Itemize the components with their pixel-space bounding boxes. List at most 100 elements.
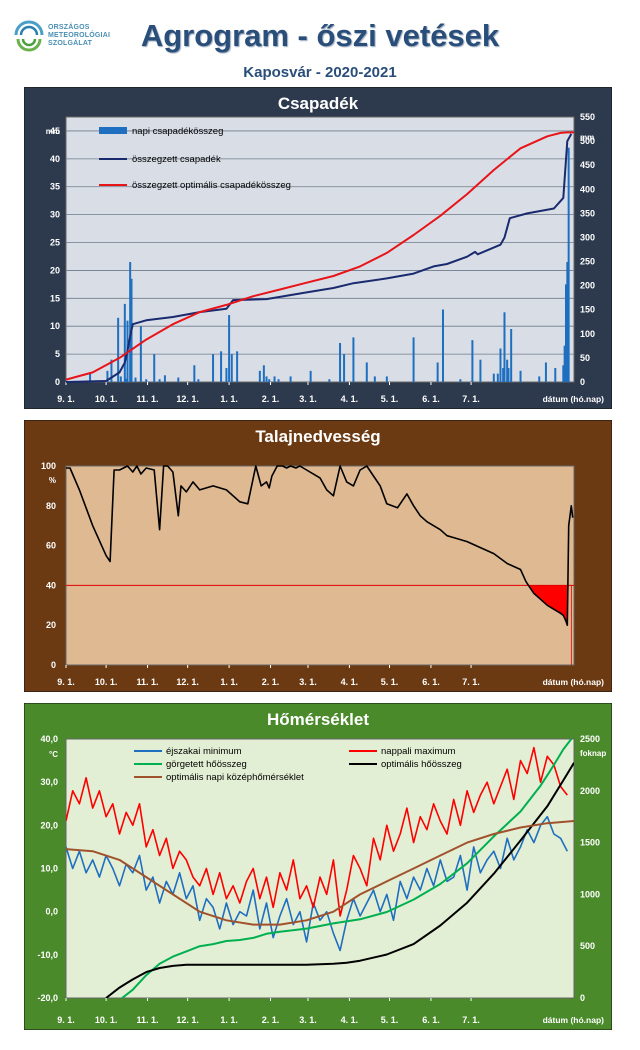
x-tick-label: 10. 1. [95,677,118,687]
x-tick-label: 4. 1. [341,394,359,404]
soil-moisture-panel: Talajnedvesség 9. 1. 10. 1. 11. 1. 12. 1. 1. … [24,420,612,692]
x-tick-label: 7. 1. [462,394,480,404]
precip-bar [177,377,180,382]
precip-bar [123,303,126,382]
precip-bar [352,337,355,382]
plot-area [65,465,575,666]
x-tick-label: 5. 1. [381,1015,399,1025]
legend-label: nappali maximum [381,746,456,757]
precip-bar [89,373,92,382]
cumulative-precip-line [65,133,573,383]
precip-bar [119,376,122,382]
precip-bar [506,359,509,382]
x-tick-label: 1. 1. [220,677,238,687]
precip-bar [343,354,346,382]
precip-bar [273,376,276,382]
precip-bar [459,379,462,382]
precip-bar [502,368,505,382]
optimal-mean-temp-line [66,820,574,926]
precip-bar [503,312,506,382]
precip-bar [268,379,271,382]
chart-title: Csapadék [278,94,359,113]
y-tick-label: 10 [50,321,60,331]
precip-bar [564,284,567,382]
y2-tick-label: 50 [580,353,590,363]
y-tick-label: 0,0 [45,907,58,917]
y2-tick-label: 2000 [580,786,600,796]
precip-bar [436,362,439,382]
x-tick-label: 5. 1. [381,394,399,404]
legend-label: éjszakai minimum [166,746,242,757]
x-tick-label: 9. 1. [57,394,75,404]
precip-bar [225,368,228,382]
precip-bar [220,351,223,382]
precip-bar [258,370,261,382]
y-tick-label: 100 [41,461,56,471]
precip-bar [554,368,557,382]
precip-bar [339,342,342,382]
y2-tick-label: 150 [580,305,595,315]
y-tick-label: 40 [50,154,60,164]
precip-bar [139,326,142,382]
y2-tick-label: 200 [580,281,595,291]
precip-bar [365,362,368,382]
precip-bar [265,376,268,382]
y-tick-label: 30,0 [40,777,58,787]
legend-label: optimális hőösszeg [381,759,462,770]
y-tick-label: 10,0 [40,864,58,874]
precip-bar [163,375,166,382]
precip-bar [538,376,541,382]
x-tick-label: 5. 1. [381,677,399,687]
x-tick-label: 12. 1. [176,394,199,404]
temperature-panel: Hőmérséklet 9. 1. 10. 1. 11. 1. 12. 1. 1. 1. 2… [24,703,612,1030]
precip-bar [499,348,502,382]
omsz-logo-text: ORSZÁGOS METEOROLÓGIAI SZOLGÁLAT [48,24,110,48]
precip-bar [228,315,231,382]
optimal-precip-line [65,131,574,381]
optimal-heat-sum-line [105,762,574,998]
x-tick-label: 6. 1. [422,677,440,687]
y2-tick-label: 550 [580,112,595,122]
y-tick-label: -10,0 [37,950,58,960]
omsz-logo: ORSZÁGOS METEOROLÓGIAI SZOLGÁLAT [12,18,122,58]
logo-line: ORSZÁGOS [48,24,90,31]
y-tick-label: 80 [46,501,56,511]
y2-tick-label: 450 [580,160,595,170]
x-tick-label: 9. 1. [57,1015,75,1025]
legend-label: összegzett optimális csapadékösszeg [132,180,291,191]
logo-line: SZOLGÁLAT [48,40,93,47]
y-tick-label: 25 [50,238,60,248]
y-tick-label: 20,0 [40,820,58,830]
page-title: Agrogram - őszi vetések [140,18,500,53]
precip-bar [230,354,233,382]
y-tick-label: 5 [55,349,60,359]
precip-bar [519,370,522,382]
y2-tick-label: 500 [580,941,595,951]
y2-tick-label: 1000 [580,889,600,899]
x-tick-label: 1. 1. [220,1015,238,1025]
precip-bar [510,329,513,382]
x-tick-label: 6. 1. [422,1015,440,1025]
y2-tick-label: 0 [580,993,585,1003]
precip-bar [125,378,128,382]
precip-bar [507,368,510,382]
y2-tick-label: 250 [580,257,595,267]
precip-bar [496,373,499,382]
precip-bar [563,345,566,382]
y-tick-label: 15 [50,293,60,303]
x-tick-label: 3. 1. [299,1015,317,1025]
y-tick-label: 20 [46,620,56,630]
x-tick-label: 4. 1. [341,677,359,687]
precip-bar [236,351,239,382]
precip-bar [309,370,312,382]
precip-bar [412,337,415,382]
y2-axis-unit: foknap [580,749,606,758]
y2-tick-label: 100 [580,329,595,339]
y2-tick-label: 2500 [580,734,600,744]
chart-title: Talajnedvesség [255,427,380,446]
precip-bar [567,147,570,382]
y-tick-label: 20 [50,265,60,275]
x-tick-label: 3. 1. [299,394,317,404]
y-axis-unit: mm [46,127,60,136]
y-tick-label: 40,0 [40,734,58,744]
